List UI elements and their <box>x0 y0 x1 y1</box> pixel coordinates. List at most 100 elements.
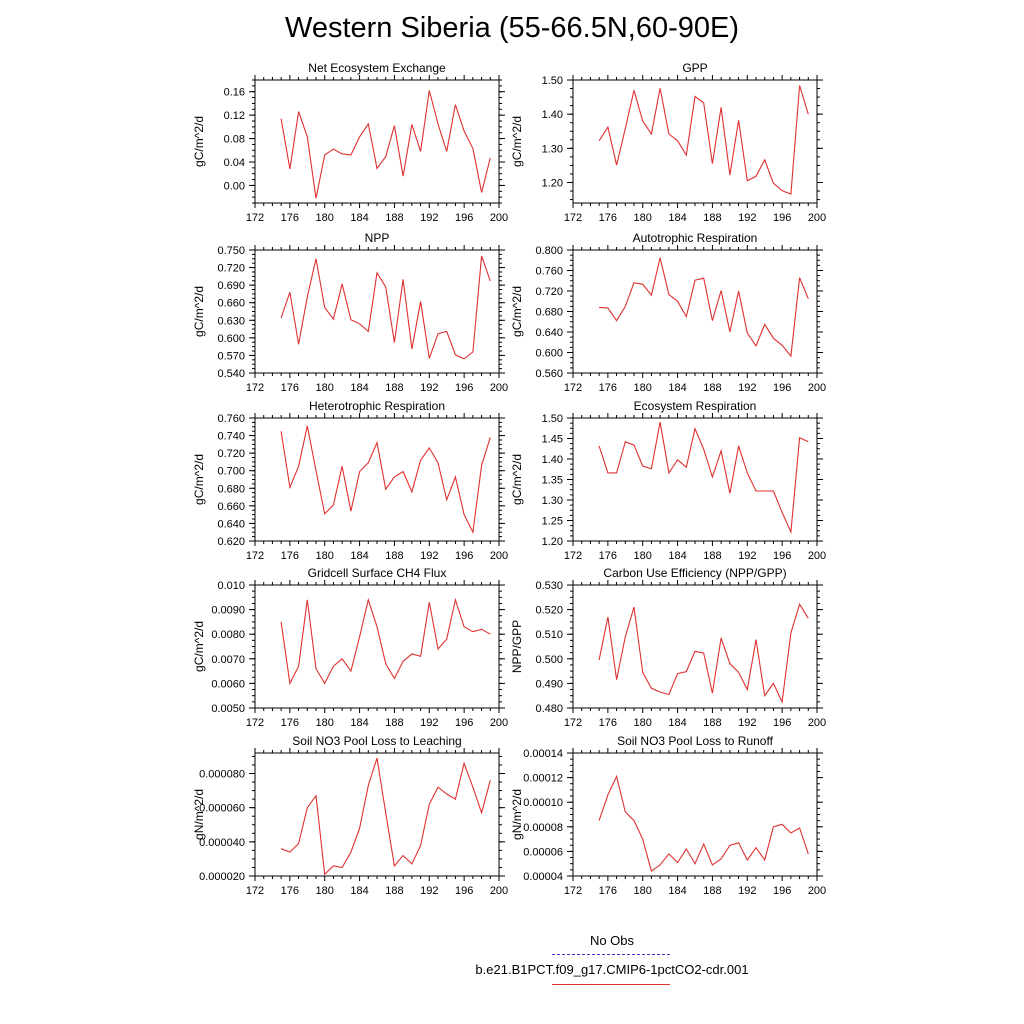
series-line <box>280 597 491 686</box>
x-tick-label: 180 <box>316 212 334 224</box>
x-tick-label: 172 <box>564 885 582 897</box>
y-tick-label: 0.010 <box>217 580 245 592</box>
x-tick-label: 196 <box>773 550 791 562</box>
y-axis-label: gC/m^2/d <box>192 621 206 672</box>
x-tick-label: 200 <box>490 885 508 897</box>
y-tick-label: 0.620 <box>217 536 245 548</box>
y-tick-label: 0.720 <box>217 448 245 460</box>
y-axis-label: gC/m^2/d <box>192 116 206 167</box>
panel-title: Gridcell Surface CH4 Flux <box>308 566 447 580</box>
y-axis-label: gC/m^2/d <box>192 454 206 505</box>
x-tick-label: 196 <box>773 885 791 897</box>
x-tick-label: 184 <box>668 212 686 224</box>
x-tick-label: 200 <box>808 382 826 394</box>
y-tick-label: 0.640 <box>217 518 245 530</box>
x-tick-label: 200 <box>490 212 508 224</box>
y-tick-label: 0.000060 <box>199 803 245 815</box>
panel-9: Soil NO3 Pool Loss to Leaching gN/m^2/d 17… <box>192 734 508 897</box>
y-tick-label: 0.630 <box>217 315 245 327</box>
y-tick-label: 0.500 <box>535 654 563 666</box>
x-tick-label: 200 <box>808 212 826 224</box>
y-tick-label: 0.560 <box>535 368 563 380</box>
series-line <box>598 85 809 195</box>
x-tick-label: 200 <box>490 550 508 562</box>
x-tick-label: 192 <box>420 382 438 394</box>
x-tick-label: 184 <box>350 382 368 394</box>
x-tick-label: 172 <box>246 885 264 897</box>
x-tick-label: 200 <box>490 717 508 729</box>
y-tick-label: 0.000040 <box>199 837 245 849</box>
y-tick-label: 0.00014 <box>523 748 563 760</box>
x-tick-label: 192 <box>420 717 438 729</box>
x-tick-label: 180 <box>634 550 652 562</box>
y-tick-label: 0.000080 <box>199 769 245 781</box>
y-tick-label: 0.700 <box>217 466 245 478</box>
x-tick-label: 180 <box>316 550 334 562</box>
x-tick-label: 180 <box>634 382 652 394</box>
x-tick-label: 196 <box>773 212 791 224</box>
x-tick-label: 188 <box>385 885 403 897</box>
x-tick-label: 196 <box>455 885 473 897</box>
x-tick-label: 192 <box>420 212 438 224</box>
legend-obs-label: No Obs <box>589 933 635 948</box>
x-tick-label: 172 <box>564 382 582 394</box>
x-tick-label: 188 <box>703 382 721 394</box>
y-tick-label: 0.720 <box>535 286 563 298</box>
y-tick-label: 0.0070 <box>211 654 245 666</box>
y-tick-label: 0.00008 <box>523 822 563 834</box>
x-tick-label: 192 <box>738 717 756 729</box>
y-axis-label: gC/m^2/d <box>510 286 524 337</box>
x-tick-label: 184 <box>668 382 686 394</box>
y-tick-label: 0.660 <box>217 298 245 310</box>
x-tick-label: 176 <box>599 382 617 394</box>
x-tick-label: 180 <box>316 382 334 394</box>
panel-title: Carbon Use Efficiency (NPP/GPP) <box>603 566 786 580</box>
x-tick-label: 184 <box>668 885 686 897</box>
y-axis-label: gC/m^2/d <box>192 286 206 337</box>
y-tick-label: 0.00006 <box>523 846 563 858</box>
x-tick-label: 200 <box>808 550 826 562</box>
y-tick-label: 0.0060 <box>211 678 245 690</box>
plot-frame <box>254 584 500 709</box>
panel-title: GPP <box>682 61 707 75</box>
y-axis-label: NPP/GPP <box>510 620 524 673</box>
x-tick-label: 184 <box>350 212 368 224</box>
panel-title: Soil NO3 Pool Loss to Runoff <box>617 734 774 748</box>
y-tick-label: 0.0050 <box>211 703 245 715</box>
x-tick-label: 188 <box>385 382 403 394</box>
y-tick-label: 1.30 <box>542 143 563 155</box>
x-tick-label: 188 <box>385 550 403 562</box>
panel-2: GPP gC/m^2/d 172 176 180 184 188 192 196 200 1.20 1… <box>510 61 826 224</box>
panel-10: Soil NO3 Pool Loss to Runoff gN/m^2/d 172 1… <box>510 734 826 897</box>
panel-8: Carbon Use Efficiency (NPP/GPP) NPP/GPP 17… <box>510 566 826 729</box>
x-tick-label: 176 <box>281 717 299 729</box>
x-tick-label: 176 <box>599 550 617 562</box>
x-tick-label: 172 <box>564 717 582 729</box>
y-tick-label: 0.00004 <box>523 871 563 883</box>
x-tick-label: 188 <box>703 212 721 224</box>
panel-3: NPP gC/m^2/d 172 176 180 184 188 192 196 200 0.540… <box>192 231 508 394</box>
x-tick-label: 192 <box>738 550 756 562</box>
y-tick-label: 0.680 <box>535 307 563 319</box>
x-tick-label: 192 <box>420 550 438 562</box>
y-tick-label: 0.000020 <box>199 871 245 883</box>
x-tick-label: 196 <box>455 212 473 224</box>
x-tick-label: 180 <box>316 885 334 897</box>
y-tick-label: 0.600 <box>535 348 563 360</box>
y-tick-label: 0.480 <box>535 703 563 715</box>
panel-4: Autotrophic Respiration gC/m^2/d 172 176 180… <box>510 231 826 394</box>
x-tick-label: 192 <box>738 885 756 897</box>
y-tick-label: 0.540 <box>217 368 245 380</box>
y-tick-label: 0.800 <box>535 245 563 257</box>
y-tick-label: 1.40 <box>542 109 563 121</box>
x-tick-label: 184 <box>350 717 368 729</box>
x-tick-label: 176 <box>281 550 299 562</box>
y-tick-label: 1.20 <box>542 178 563 190</box>
y-tick-label: 0.530 <box>535 580 563 592</box>
y-tick-label: 0.720 <box>217 263 245 275</box>
x-tick-label: 184 <box>350 550 368 562</box>
x-tick-label: 176 <box>599 212 617 224</box>
panel-title: Soil NO3 Pool Loss to Leaching <box>292 734 461 748</box>
panel-1: Net Ecosystem Exchange gC/m^2/d 172 176 180 1… <box>192 61 508 224</box>
plot-frame <box>572 249 818 374</box>
